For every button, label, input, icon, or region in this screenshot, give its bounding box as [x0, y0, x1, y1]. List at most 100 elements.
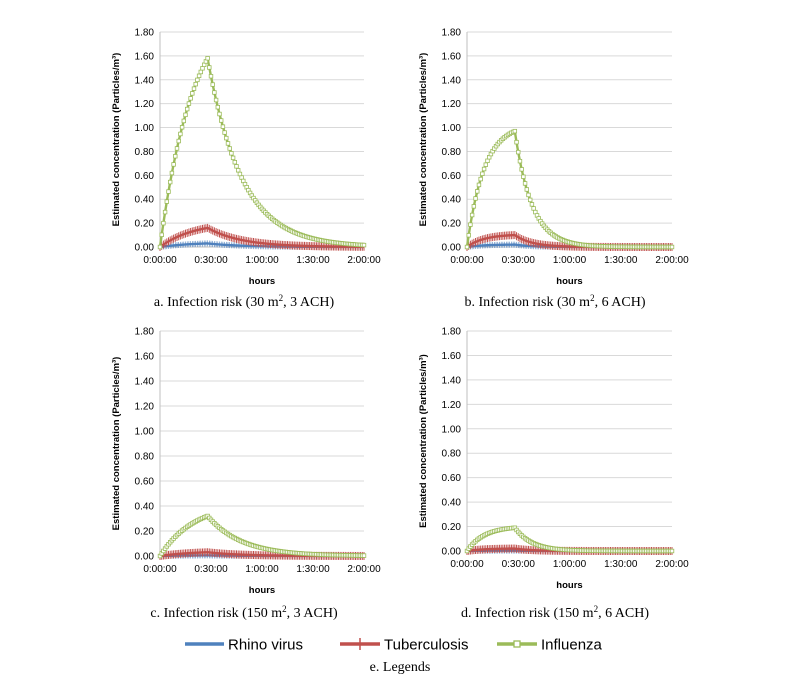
y-tick-label: 1.60 — [442, 351, 462, 362]
data-point — [522, 181, 528, 186]
data-point — [162, 209, 168, 215]
data-point — [475, 189, 480, 194]
data-point — [157, 244, 163, 250]
data-point — [188, 96, 193, 101]
data-point — [514, 139, 519, 145]
y-tick-label: 0.60 — [135, 171, 155, 182]
data-point — [198, 69, 203, 75]
x-tick-label: 1:30:00 — [296, 564, 330, 575]
x-tick-label: 2:00:00 — [655, 255, 689, 266]
y-tick-label: 0.20 — [135, 219, 155, 230]
data-point — [229, 151, 234, 156]
data-point — [529, 202, 535, 207]
data-point — [215, 104, 220, 110]
data-point — [521, 174, 526, 179]
y-axis-title: Estimated concentration (Particles/m³) — [418, 53, 429, 227]
x-tick-label: 0:00:00 — [450, 559, 484, 570]
x-tick-label: 0:00:00 — [143, 255, 177, 266]
y-tick-label: 1.60 — [135, 352, 155, 363]
data-point — [531, 206, 536, 211]
y-tick-label: 1.80 — [135, 28, 155, 39]
data-point — [480, 171, 485, 176]
y-tick-label: 1.40 — [442, 375, 462, 386]
y-tick-label: 0.60 — [442, 171, 462, 182]
y-tick-label: 1.00 — [135, 427, 155, 438]
data-point — [468, 222, 473, 227]
y-axis-title: Estimated concentration (Particles/m³) — [111, 357, 122, 531]
y-tick-label: 1.80 — [135, 327, 155, 338]
y-tick-label: 1.20 — [442, 99, 462, 110]
data-point — [528, 197, 533, 203]
data-point — [230, 155, 236, 161]
data-point — [519, 167, 524, 172]
y-tick-label: 1.60 — [135, 51, 155, 62]
data-point — [171, 162, 176, 167]
y-tick-label: 0.60 — [135, 477, 155, 488]
y-tick-label: 0.40 — [135, 502, 155, 513]
data-point — [195, 77, 200, 83]
x-axis-title: hours — [556, 276, 582, 287]
y-tick-label: 0.00 — [135, 243, 155, 254]
data-point — [516, 149, 521, 155]
data-point — [218, 118, 224, 123]
series-influenza — [464, 525, 675, 554]
x-tick-label: 0:30:00 — [194, 564, 228, 575]
x-tick-label: 0:30:00 — [502, 255, 536, 266]
data-point — [512, 128, 518, 134]
y-tick-label: 1.40 — [135, 377, 155, 388]
data-point — [526, 192, 531, 198]
data-point — [361, 242, 367, 248]
chart-panels: 0.00 0.20 0.40 0.60 0.80 1.00 1.20 1.40 1.60 1.80… — [111, 28, 689, 622]
legend-label-rhino-virus: Rhino virus — [228, 637, 303, 654]
data-point — [205, 56, 210, 61]
data-point — [210, 82, 215, 87]
y-tick-label: 0.20 — [442, 219, 462, 230]
data-point — [174, 146, 180, 151]
data-point — [217, 111, 222, 117]
y-tick-label: 1.00 — [442, 123, 462, 134]
x-tick-label: 0:00:00 — [450, 255, 484, 266]
series-line — [158, 57, 365, 248]
y-tick-label: 1.20 — [442, 400, 462, 411]
data-point — [176, 138, 181, 144]
data-point — [464, 244, 470, 250]
legend-label-tuberculosis: Tuberculosis — [384, 637, 468, 654]
y-tick-label: 1.20 — [135, 99, 155, 110]
data-point — [207, 65, 212, 70]
y-tick-label: 0.80 — [442, 449, 462, 460]
panel-caption: b. Infection risk (30 m2, 6 ACH) — [464, 293, 645, 310]
y-tick-label: 1.00 — [442, 424, 462, 435]
series-influenza — [157, 56, 367, 250]
data-point — [471, 204, 477, 209]
x-tick-label: 1:00:00 — [553, 255, 587, 266]
data-point — [173, 154, 178, 159]
series-influenza — [464, 128, 675, 250]
data-point — [179, 125, 185, 130]
y-tick-label: 0.20 — [135, 527, 155, 538]
data-point — [181, 118, 186, 124]
chart-panel-4: 0.00 0.20 0.40 0.60 0.80 1.00 1.20 1.40 1.60 1.80… — [418, 327, 689, 622]
x-tick-label: 1:00:00 — [245, 564, 279, 575]
y-tick-label: 1.40 — [442, 75, 462, 86]
x-tick-label: 2:00:00 — [655, 559, 689, 570]
y-axis-title: Estimated concentration (Particles/m³) — [418, 354, 429, 528]
data-point — [184, 106, 190, 112]
data-point — [183, 112, 188, 118]
y-tick-label: 0.00 — [442, 547, 462, 558]
data-point — [225, 141, 231, 146]
panel-caption: a. Infection risk (30 m2, 3 ACH) — [154, 293, 335, 310]
legend-marker-influenza — [513, 640, 521, 648]
data-point — [191, 86, 197, 91]
y-tick-label: 0.00 — [442, 243, 462, 254]
legend-label-influenza: Influenza — [541, 637, 603, 654]
y-tick-label: 0.80 — [135, 452, 155, 463]
data-point — [473, 196, 478, 201]
data-point — [466, 233, 471, 238]
x-tick-label: 1:00:00 — [553, 559, 587, 570]
x-tick-label: 0:00:00 — [143, 564, 177, 575]
y-tick-label: 1.00 — [135, 123, 155, 134]
data-point — [478, 176, 483, 182]
data-point — [178, 131, 183, 137]
y-tick-label: 1.60 — [442, 51, 462, 62]
